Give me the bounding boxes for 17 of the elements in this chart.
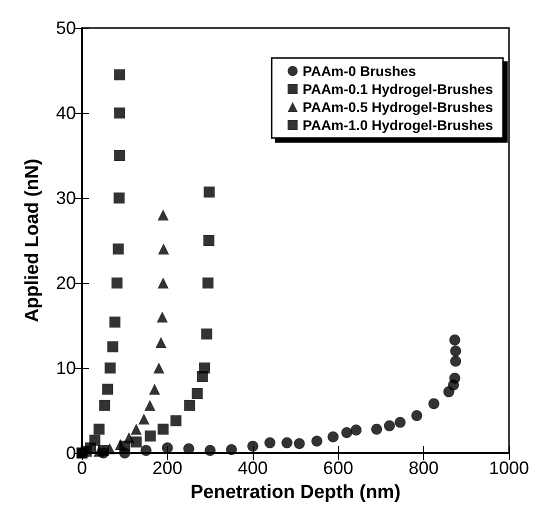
y-tick-label: 30: [56, 188, 76, 208]
y-tick-label: 40: [56, 103, 76, 123]
y-tick-label: 10: [56, 358, 76, 378]
x-axis-title: Penetration Depth (nm): [190, 482, 401, 503]
y-tick-label: 0: [66, 443, 76, 463]
x-tick-label: 400: [238, 458, 268, 478]
legend-label: PAAm-0.5 Hydrogel-Brushes: [302, 99, 494, 115]
y-axis-title: Applied Load (nN): [22, 158, 43, 322]
y-tick-label: 20: [56, 273, 76, 293]
y-tick-label: 50: [56, 18, 76, 38]
x-tick-label: 600: [323, 458, 354, 478]
x-tick-label: 800: [408, 458, 439, 478]
legend-label: PAAm-0 Brushes: [302, 63, 416, 79]
x-tick-label: 1000: [488, 458, 530, 478]
x-tick-label: 200: [152, 458, 182, 478]
legend-label: PAAm-1.0 Hydrogel-Brushes: [302, 117, 494, 133]
legend-label: PAAm-0.1 Hydrogel-Brushes: [302, 81, 494, 97]
